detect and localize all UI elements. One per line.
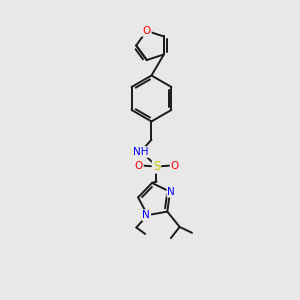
Text: NH: NH	[133, 147, 148, 157]
Text: O: O	[135, 160, 143, 171]
Text: S: S	[153, 160, 160, 173]
Text: O: O	[142, 26, 151, 36]
Text: O: O	[171, 160, 179, 171]
Text: N: N	[142, 210, 150, 220]
Text: N: N	[167, 187, 175, 197]
